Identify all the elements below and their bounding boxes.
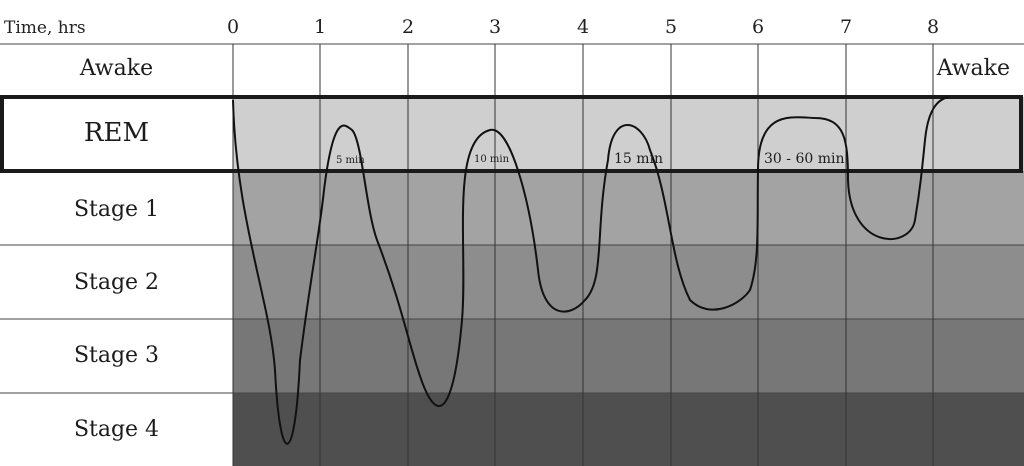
stage-label-awake: Awake xyxy=(79,56,154,81)
rem-duration-2: 10 min xyxy=(474,154,510,165)
tick-label-3: 3 xyxy=(488,16,502,38)
tick-label-6: 6 xyxy=(751,16,765,38)
stage-label-stage-1: Stage 1 xyxy=(73,197,160,222)
stage-label-rem: REM xyxy=(83,118,150,148)
rem-duration-4: 30 - 60 min xyxy=(764,151,845,167)
axis-title: Time, hrs xyxy=(4,18,86,38)
tick-label-5: 5 xyxy=(664,16,678,38)
band-stage-3 xyxy=(233,319,1024,393)
vertical-grid xyxy=(232,44,934,466)
band-rem xyxy=(233,97,1024,171)
stage-label-stage-3: Stage 3 xyxy=(73,343,160,368)
tick-label-2: 2 xyxy=(401,16,415,38)
rem-duration-3: 15 min xyxy=(614,151,664,167)
sleep-cycle-curve xyxy=(232,96,949,445)
rem-duration-1: 5 min xyxy=(336,155,365,166)
tick-label-1: 1 xyxy=(313,16,327,38)
stage-label-stage-2: Stage 2 xyxy=(73,270,160,295)
tick-label-8: 8 xyxy=(926,16,940,38)
band-awake xyxy=(233,44,1024,97)
tick-label-7: 7 xyxy=(839,16,853,38)
row-lines xyxy=(0,43,1024,394)
band-stage-4 xyxy=(233,393,1024,466)
rem-highlight-box xyxy=(0,95,1023,173)
band-stage-2 xyxy=(233,245,1024,319)
stage-label-stage-4: Stage 4 xyxy=(73,417,160,442)
awake-end-label: Awake xyxy=(936,56,1010,81)
tick-label-4: 4 xyxy=(576,16,590,38)
tick-label-0: 0 xyxy=(226,16,240,38)
